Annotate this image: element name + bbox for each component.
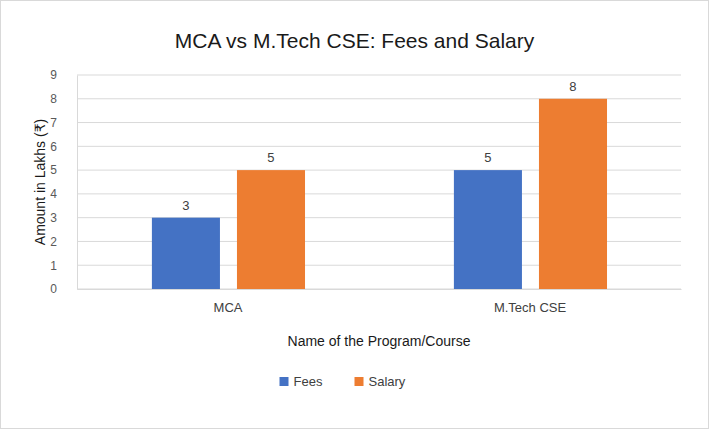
y-tick-label: 7 (50, 116, 57, 130)
bar (539, 99, 607, 289)
y-tick: 1 (50, 259, 77, 273)
y-tick: 8 (50, 92, 77, 106)
chart-border (1, 1, 709, 429)
y-tick: 9 (50, 68, 77, 82)
x-axis: MCA M.Tech CSE (78, 289, 682, 315)
y-tick-label: 4 (50, 187, 57, 201)
data-labels: 3 5 5 8 (182, 79, 576, 213)
y-tick: 0 (50, 282, 77, 296)
legend-item: Fees (280, 374, 323, 389)
grid (77, 75, 681, 289)
y-tick-label: 2 (50, 235, 57, 249)
y-tick-label: 5 (50, 163, 57, 177)
y-tick-label: 9 (50, 68, 57, 82)
grid-line (77, 75, 681, 76)
bar (454, 170, 522, 289)
y-tick-label: 6 (50, 140, 57, 154)
legend-swatch (280, 377, 289, 386)
legend-label: Salary (369, 374, 406, 389)
y-axis-line (77, 76, 78, 290)
data-label: 8 (569, 79, 576, 94)
x-axis-title: Name of the Program/Course (288, 333, 471, 349)
chart: 0 1 2 3 4 5 6 7 8 9 MCA M.Tech CSE 3 5 5 8 MCA vs M.Tech… (0, 0, 709, 429)
data-label: 5 (267, 150, 274, 165)
y-tick: 7 (50, 116, 77, 130)
bar (152, 218, 220, 289)
y-tick: 3 (50, 211, 77, 225)
legend-item: Salary (355, 374, 406, 389)
y-tick: 5 (50, 163, 77, 177)
y-tick: 6 (50, 140, 77, 154)
series (237, 99, 607, 289)
x-axis-line (78, 289, 682, 290)
x-tick: M.Tech CSE (494, 289, 567, 315)
x-tick-label: MCA (214, 300, 243, 315)
y-tick-label: 8 (50, 92, 57, 106)
x-tick: MCA (214, 289, 243, 315)
data-label: 5 (484, 150, 491, 165)
y-axis-title: Amount in Lakhs (₹) (32, 119, 48, 245)
y-axis: 0 1 2 3 4 5 6 7 8 9 (50, 68, 77, 296)
y-tick: 4 (50, 187, 77, 201)
plot-area: 0 1 2 3 4 5 6 7 8 9 MCA M.Tech CSE 3 5 5 8 (50, 68, 681, 315)
bar (237, 170, 305, 289)
legend-label: Fees (294, 374, 323, 389)
legend: Fees Salary (280, 374, 406, 389)
title: MCA vs M.Tech CSE: Fees and Salary (175, 29, 535, 52)
y-tick-label: 3 (50, 211, 57, 225)
data-label: 3 (182, 198, 189, 213)
x-tick-label: M.Tech CSE (494, 300, 567, 315)
series (152, 170, 522, 289)
legend-swatch (355, 377, 364, 386)
y-tick-label: 0 (50, 282, 57, 296)
y-tick: 2 (50, 235, 77, 249)
bars (152, 99, 607, 289)
y-tick-label: 1 (50, 259, 57, 273)
